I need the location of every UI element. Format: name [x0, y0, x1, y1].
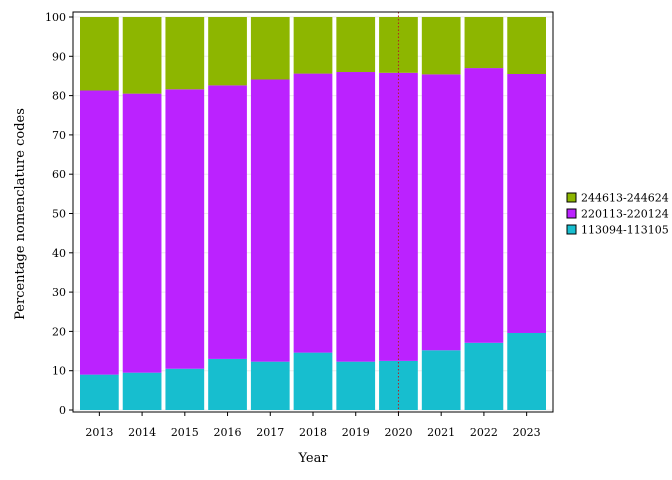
y-tick-label: 10	[52, 365, 66, 378]
x-axis-title: Year	[297, 451, 328, 466]
bar-segment	[122, 93, 162, 373]
bar-segment	[293, 17, 333, 74]
bar-segment	[250, 79, 290, 362]
legend-swatch	[566, 224, 577, 235]
bar-segment	[208, 358, 247, 410]
y-tick-label: 30	[52, 286, 66, 299]
bar-segment	[250, 361, 290, 410]
legend-label: 113094-113105	[581, 224, 669, 237]
bar-segment	[80, 90, 119, 375]
bar-segment	[507, 17, 546, 74]
bar-segment	[507, 73, 546, 333]
x-tick-label: 2022	[470, 426, 498, 439]
x-axis: 2013 2014 2015 2016 2017 2018 2019 2020 2021 2022…	[85, 412, 541, 439]
x-tick-label: 2017	[256, 426, 284, 439]
y-tick-label: 20	[52, 325, 66, 338]
x-tick-label: 2014	[128, 426, 156, 439]
bar-segment	[80, 17, 119, 91]
bars	[80, 17, 546, 411]
y-tick-label: 100	[45, 11, 66, 24]
bar-segment	[507, 332, 546, 410]
legend: 244613-244624 220113-220124 113094-113105	[566, 192, 669, 237]
x-tick-label: 2018	[299, 426, 327, 439]
x-tick-label: 2021	[427, 426, 455, 439]
bar-segment	[122, 17, 162, 94]
x-tick-label: 2015	[171, 426, 199, 439]
bar-segment	[165, 368, 205, 410]
y-axis-title: Percentage nomenclature codes	[13, 108, 28, 320]
y-tick-label: 80	[52, 90, 66, 103]
bar-segment	[464, 17, 504, 69]
bar-segment	[293, 73, 333, 353]
legend-label: 244613-244624	[581, 192, 669, 205]
bar-segment	[80, 374, 119, 410]
x-tick-label: 2019	[342, 426, 370, 439]
legend-swatch	[566, 192, 577, 203]
bar-segment	[379, 360, 418, 411]
bar-segment	[208, 17, 247, 86]
x-tick-label: 2013	[85, 426, 113, 439]
x-tick-label: 2023	[513, 426, 541, 439]
bar-segment	[421, 350, 461, 410]
bar-segment	[293, 352, 333, 410]
bar-segment	[165, 17, 205, 90]
legend-swatch	[566, 208, 577, 219]
bar-segment	[122, 372, 162, 410]
y-tick-label: 50	[52, 208, 66, 221]
bar-segment	[208, 85, 247, 359]
y-tick-label: 90	[52, 50, 66, 63]
bar-segment	[336, 17, 376, 73]
bar-segment	[421, 74, 461, 351]
bar-segment	[250, 17, 290, 80]
bar-segment	[165, 89, 205, 369]
x-tick-label: 2020	[384, 426, 412, 439]
bar-segment	[464, 342, 504, 410]
x-tick-label: 2016	[214, 426, 242, 439]
bar-segment	[336, 72, 376, 362]
y-axis: 0 10 20 30 40 50 60 70 80 90 100	[45, 11, 73, 417]
y-tick-label: 60	[52, 168, 66, 181]
bar-segment	[421, 17, 461, 75]
y-tick-label: 70	[52, 129, 66, 142]
y-tick-label: 40	[52, 247, 66, 260]
legend-label: 220113-220124	[581, 208, 669, 221]
bar-segment	[464, 68, 504, 343]
y-tick-label: 0	[59, 404, 66, 417]
bar-segment	[336, 361, 376, 410]
